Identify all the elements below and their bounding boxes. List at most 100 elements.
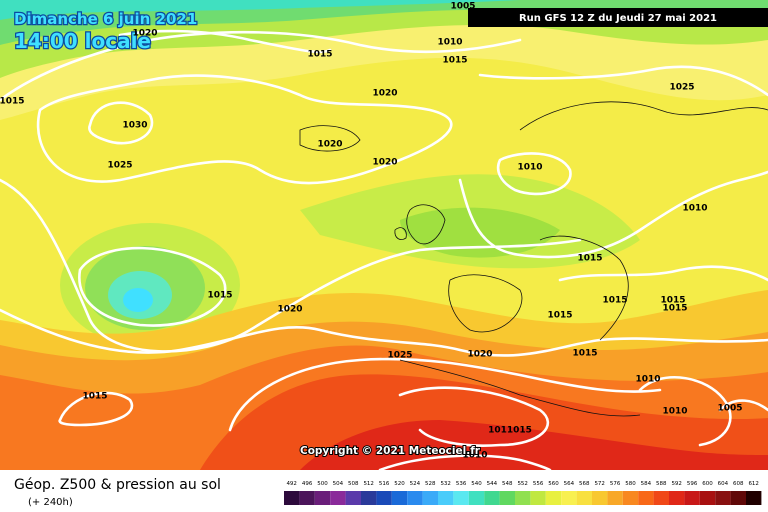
scale-swatch: [376, 491, 392, 505]
scale-swatch: [530, 491, 546, 505]
field-shape: [300, 420, 768, 470]
scale-swatch: [438, 491, 454, 505]
isobars-shape: [378, 454, 552, 472]
isobar-label: 1015: [660, 296, 685, 306]
isobar-label: 1015: [602, 296, 627, 306]
run-info: Run GFS 12 Z du Jeudi 27 mai 2021: [519, 13, 717, 24]
scale-swatch: [638, 491, 654, 505]
scale-label: 516: [379, 481, 390, 487]
scale-label: 504: [333, 481, 344, 487]
scale-swatch: [669, 491, 685, 505]
isobar-label: 1011015: [488, 426, 532, 436]
scale-swatch: [345, 491, 361, 505]
scale-swatch: [299, 491, 315, 505]
isobars-shape: [718, 399, 768, 412]
coastlines-shape: [539, 235, 629, 341]
isobar-label: 1020: [467, 350, 492, 360]
scale-swatch: [561, 491, 577, 505]
isobar-label: 1015: [442, 56, 467, 66]
isobars-shape: [228, 357, 662, 432]
field-shape: [123, 288, 153, 312]
isobars-shape: [0, 30, 522, 102]
isobars-shape: [398, 386, 550, 447]
isobar-label: 1015: [0, 97, 25, 107]
coastlines: [299, 101, 768, 417]
isobar-label: 1010: [682, 204, 707, 214]
isobar-label: 1020: [317, 140, 342, 150]
scale-swatch: [407, 491, 423, 505]
coastlines-shape: [394, 227, 407, 240]
coastlines-shape: [406, 204, 446, 245]
scale-swatch: [422, 491, 438, 505]
scale-label: 560: [548, 481, 559, 487]
isobar-label: 1010: [462, 451, 487, 461]
scale-label: 544: [487, 481, 498, 487]
isobar-label: 1025: [387, 351, 412, 361]
scale-label: 576: [610, 481, 621, 487]
scale-label: 584: [641, 481, 652, 487]
footer-title: Géop. Z500 & pression au sol: [14, 477, 221, 493]
isobar-label: 1010: [662, 407, 687, 417]
isobars-shape: [638, 376, 732, 447]
isobar-label: 1010: [635, 375, 660, 385]
isobars-shape: [558, 265, 768, 282]
map-date: Dimanche 6 juin 2021: [14, 10, 197, 28]
isobars-shape: [478, 65, 768, 97]
scale-swatch: [453, 491, 469, 505]
scale-swatch: [653, 491, 669, 505]
isobar-label: 1025: [669, 83, 694, 93]
scale-swatch: [391, 491, 408, 505]
isobars-shape: [36, 74, 453, 185]
isobar-label: 1010: [517, 163, 542, 173]
isobar-label: 1020: [132, 29, 157, 39]
isobar-label: 1015: [577, 254, 602, 264]
scale-label: 508: [348, 481, 359, 487]
scale-swatch: [730, 491, 746, 505]
scale-label: 524: [410, 481, 421, 487]
scale-label: 520: [394, 481, 405, 487]
scale-swatch: [314, 491, 331, 505]
isobar-label: 1010: [437, 38, 462, 48]
scale-label: 492: [286, 481, 297, 487]
scale-label: 548: [502, 481, 513, 487]
isobars-shape: [118, 29, 332, 54]
isobars-shape: [78, 246, 227, 327]
scale-label: 500: [317, 481, 328, 487]
scale-label: 552: [517, 481, 528, 487]
isobar-label: 1005: [717, 404, 742, 414]
scale-swatch: [576, 491, 592, 505]
scale-swatch: [699, 491, 716, 505]
scale-label: 600: [702, 481, 713, 487]
isobar-label: 1015: [572, 349, 597, 359]
scale-label: 532: [440, 481, 451, 487]
scale-swatch: [607, 491, 623, 505]
scale-swatch: [746, 491, 762, 505]
footer-lead: (+ 240h): [28, 497, 73, 508]
isobars-shape: [58, 391, 134, 427]
isobar-label: 1005: [450, 2, 475, 12]
isobars-shape: [0, 178, 582, 353]
isobar-label: 1015: [307, 50, 332, 60]
isobar-label: 1030: [122, 121, 147, 131]
isobars-shape: [0, 308, 768, 357]
isobar-label: 1020: [372, 158, 397, 168]
scale-label: 540: [471, 481, 482, 487]
scale-label: 536: [456, 481, 467, 487]
scale-label: 588: [656, 481, 667, 487]
scale-swatch: [592, 491, 608, 505]
isobar-label: 1015: [207, 291, 232, 301]
field-shape: [0, 0, 520, 20]
scale-label: 596: [687, 481, 698, 487]
scale-label: 528: [425, 481, 436, 487]
copyright: Copyright © 2021 Meteociel.fr: [300, 445, 481, 457]
scale-swatch: [515, 491, 531, 505]
isobar-labels: 1020 1005 1010 1015 1015 1015 1030 1020 1025 1020…: [0, 2, 743, 461]
coastlines-shape: [519, 101, 768, 131]
coastlines-shape: [399, 359, 641, 417]
scale-swatch: [468, 491, 485, 505]
isobar-label: 1020: [277, 305, 302, 315]
scale-swatch: [284, 491, 300, 505]
scale-label: 572: [594, 481, 605, 487]
